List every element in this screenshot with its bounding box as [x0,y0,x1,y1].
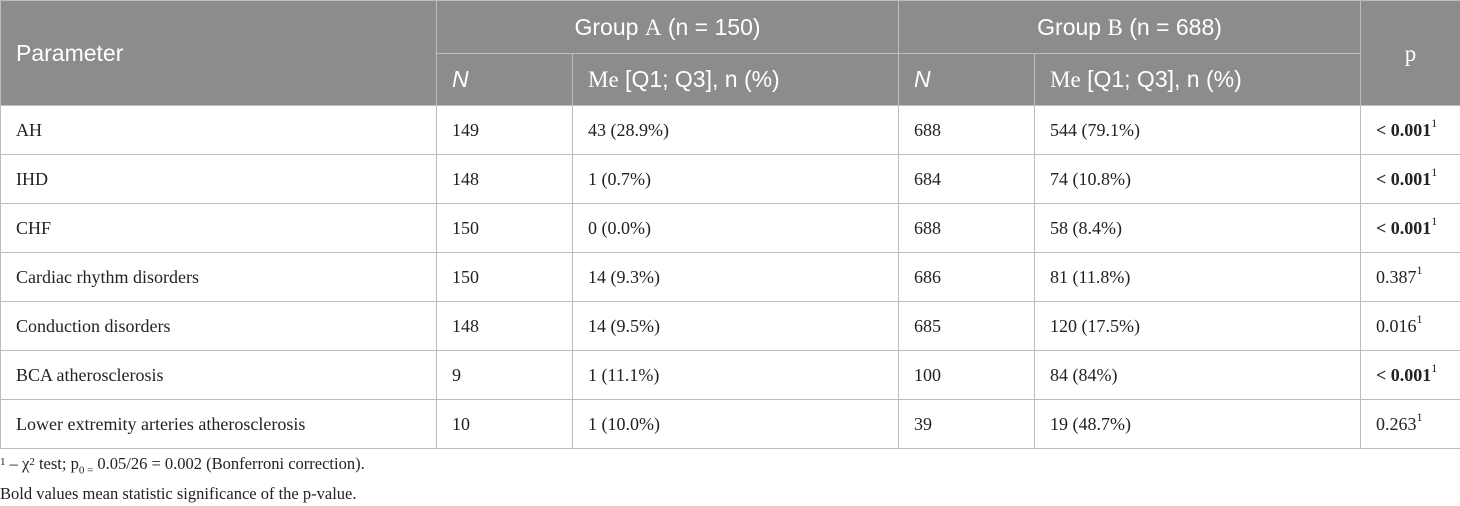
header-parameter: Parameter [1,1,437,106]
header-p: p [1361,1,1460,106]
table-row: Lower extremity arteries atherosclerosis… [1,400,1460,449]
header-group-a: Group A (n = 150) [437,1,899,54]
footnote-test: 1 – χ2 test; p0 = 0.05/26 = 0.002 (Bonfe… [0,452,365,482]
cell-parameter: CHF [1,204,437,253]
cell-group-b-value: 544 (79.1%) [1035,106,1361,155]
p-value-footnote-mark: 1 [1431,214,1437,228]
cell-group-b-n: 688 [899,204,1035,253]
cell-group-b-n: 688 [899,106,1035,155]
p-value-text: 0.016 [1376,316,1417,336]
cell-group-a-n: 148 [437,155,573,204]
cell-p-value: 0.3871 [1361,253,1460,302]
cell-p-value: < 0.0011 [1361,106,1460,155]
cell-parameter: IHD [1,155,437,204]
cell-group-a-n: 150 [437,204,573,253]
cell-group-b-value: 58 (8.4%) [1035,204,1361,253]
cell-p-value: 0.2631 [1361,400,1460,449]
header-group-a-n: N [437,54,573,106]
footnote-bold: Bold values mean statistic significance … [0,482,365,506]
cell-group-b-n: 685 [899,302,1035,351]
cell-group-a-value: 1 (0.7%) [573,155,899,204]
p-value-text: < 0.001 [1376,120,1431,140]
header-group-b-n: N [899,54,1035,106]
header-group-b: Group B (n = 688) [899,1,1361,54]
cell-group-a-value: 1 (10.0%) [573,400,899,449]
p-value-footnote-mark: 1 [1431,116,1437,130]
cell-group-a-value: 14 (9.3%) [573,253,899,302]
cell-p-value: < 0.0011 [1361,351,1460,400]
header-group-b-me: Me [Q1; Q3], n (%) [1035,54,1361,106]
cell-group-a-value: 1 (11.1%) [573,351,899,400]
cell-group-a-value: 43 (28.9%) [573,106,899,155]
cell-group-a-value: 0 (0.0%) [573,204,899,253]
p-value-text: < 0.001 [1376,365,1431,385]
cell-group-b-value: 74 (10.8%) [1035,155,1361,204]
cell-group-a-n: 150 [437,253,573,302]
p-value-text: 0.263 [1376,414,1417,434]
p-value-footnote-mark: 1 [1417,263,1423,277]
cell-group-a-n: 148 [437,302,573,351]
cell-parameter: AH [1,106,437,155]
p-value-text: < 0.001 [1376,169,1431,189]
cell-parameter: BCA atherosclerosis [1,351,437,400]
cell-p-value: < 0.0011 [1361,204,1460,253]
cell-group-a-n: 10 [437,400,573,449]
results-table: Parameter Group A (n = 150) Group B (n =… [0,0,1460,449]
p-value-text: 0.387 [1376,267,1417,287]
cell-group-b-n: 39 [899,400,1035,449]
cell-group-b-n: 684 [899,155,1035,204]
cell-group-a-value: 14 (9.5%) [573,302,899,351]
cell-group-a-n: 149 [437,106,573,155]
cell-group-b-value: 19 (48.7%) [1035,400,1361,449]
cell-parameter: Lower extremity arteries atherosclerosis [1,400,437,449]
p-value-footnote-mark: 1 [1431,165,1437,179]
header-group-a-me: Me [Q1; Q3], n (%) [573,54,899,106]
cell-parameter: Conduction disorders [1,302,437,351]
cell-group-b-n: 686 [899,253,1035,302]
p-value-footnote-mark: 1 [1417,410,1423,424]
cell-parameter: Cardiac rhythm disorders [1,253,437,302]
cell-group-b-value: 120 (17.5%) [1035,302,1361,351]
footnotes: 1 – χ2 test; p0 = 0.05/26 = 0.002 (Bonfe… [0,452,365,506]
p-value-footnote-mark: 1 [1417,312,1423,326]
cell-group-a-n: 9 [437,351,573,400]
header-row-1: Parameter Group A (n = 150) Group B (n =… [1,1,1460,54]
cell-group-b-value: 81 (11.8%) [1035,253,1361,302]
cell-p-value: < 0.0011 [1361,155,1460,204]
p-value-footnote-mark: 1 [1431,361,1437,375]
p-value-text: < 0.001 [1376,218,1431,238]
cell-group-b-value: 84 (84%) [1035,351,1361,400]
cell-group-b-n: 100 [899,351,1035,400]
cell-p-value: 0.0161 [1361,302,1460,351]
